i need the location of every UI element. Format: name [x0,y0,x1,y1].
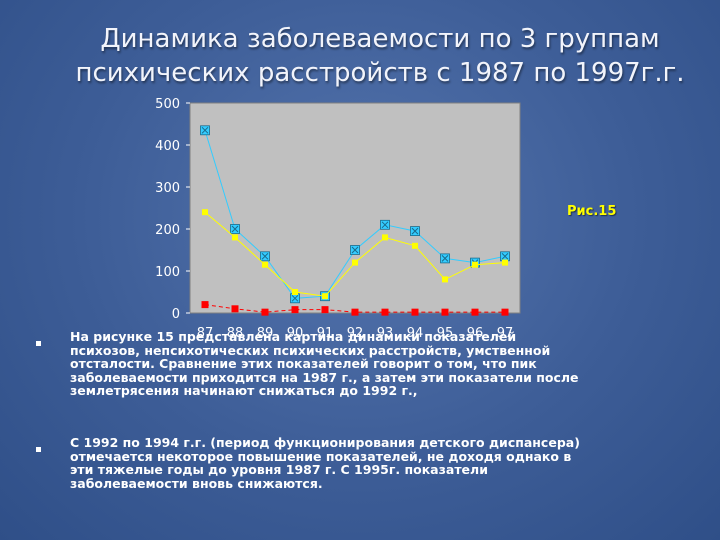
data-point [381,308,389,316]
y-tick-label: 100 [155,265,180,280]
data-point-cross [201,126,209,134]
data-point-cross [381,221,389,229]
y-tick-label: 200 [155,223,180,238]
data-point-cross [441,255,449,262]
data-point [260,251,270,262]
data-point-cross [261,252,269,260]
data-point [380,219,390,230]
data-point-cross [501,252,509,260]
data-point [201,301,209,309]
y-tick-label: 500 [155,97,180,112]
title-line-1: Динамика заболеваемости по 3 группам [100,24,660,54]
data-point [230,224,240,234]
data-point-cross [411,227,419,235]
x-tick-label: 96 [467,326,484,341]
data-point [410,226,420,237]
data-point-cross [351,246,359,254]
x-tick-label: 88 [227,326,244,341]
data-point [352,259,358,266]
data-point [472,261,478,268]
bullet-text: На рисунке 15 представлена картина динам… [70,329,579,398]
data-point [321,306,329,314]
data-point [262,261,268,268]
data-point-cross [291,294,299,302]
x-tick-label: 87 [197,326,214,341]
data-point [292,289,298,295]
x-tick-label: 91 [317,326,334,341]
data-point [382,234,388,241]
title-line-2: психических расстройств с 1987 по 1997г.… [75,58,685,88]
bullet-marker [36,341,41,346]
data-point [442,276,448,283]
x-tick-label: 97 [497,326,514,341]
data-point [412,242,418,249]
data-point-cross [231,225,239,233]
x-tick-label: 90 [287,326,304,341]
plot-area [189,102,521,314]
x-tick-label: 95 [437,326,454,341]
data-point [261,308,269,316]
figure-label: Рис.15 [567,204,617,219]
x-tick-label: 92 [347,326,364,341]
x-tick-label: 94 [407,326,424,341]
data-point [232,234,238,241]
data-point [351,308,359,316]
slide-title: Динамика заболеваемости по 3 группам пси… [60,22,700,90]
y-tick-label: 400 [155,139,180,154]
data-point [291,306,299,314]
bullet-text: С 1992 по 1994 г.г. (период функциониров… [70,435,580,491]
bullet-marker [36,447,41,452]
data-point [231,305,239,313]
y-tick-label: 0 [172,307,180,322]
data-point [502,259,508,266]
data-point [322,293,328,300]
y-tick-label: 300 [155,181,180,196]
data-point [202,209,208,216]
data-point [471,308,479,316]
data-point [411,308,419,316]
x-tick-label: 93 [377,326,394,341]
data-point [441,308,449,316]
data-point [501,308,509,316]
data-point [440,253,450,264]
data-point [500,251,510,262]
data-point [350,245,360,255]
data-point [290,293,300,304]
x-tick-label: 89 [257,326,274,341]
data-point [200,125,210,136]
